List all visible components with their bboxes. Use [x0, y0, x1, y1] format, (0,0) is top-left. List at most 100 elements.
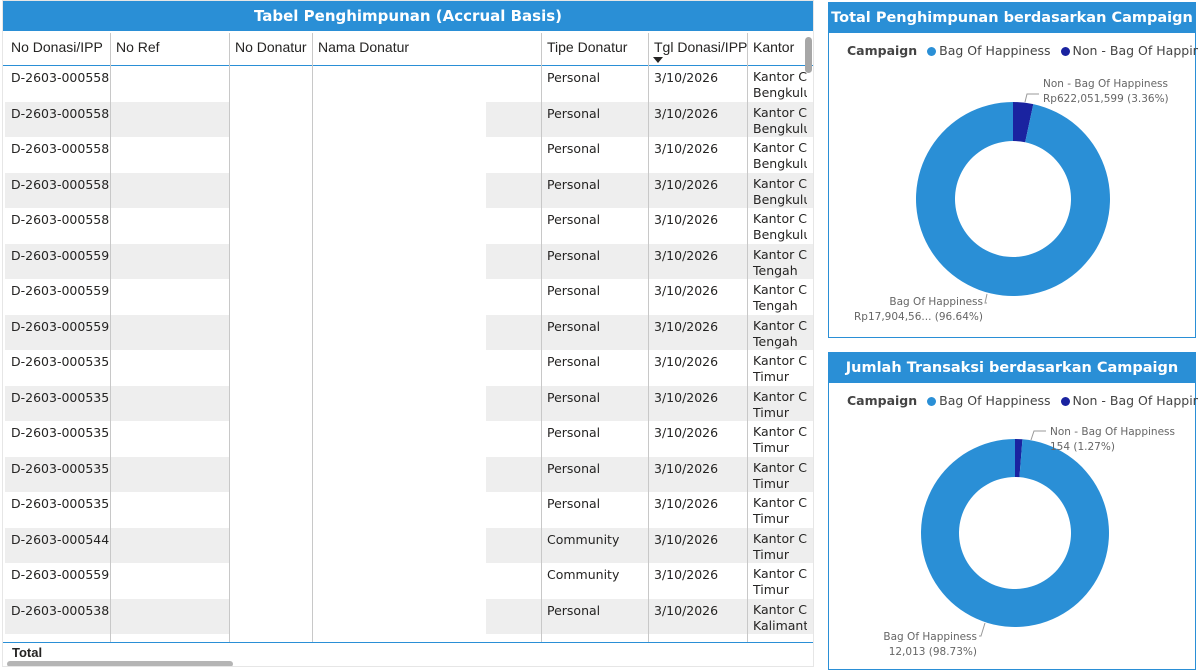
table-row[interactable]: D-2603-0005585 Personal 3/10/2026 Kantor Ca…: [3, 137, 813, 173]
table-row[interactable]: D-2603-0005583 Personal 3/10/2026 Kantor Ca…: [3, 208, 813, 244]
legend-item-non-bag-of-happiness[interactable]: Non - Bag Of Happiness: [1060, 43, 1198, 58]
table-row[interactable]: D-2603-0005590 Community 3/10/2026 Kantor C…: [3, 563, 813, 599]
cell-tgl-donasi: 3/10/2026: [654, 531, 719, 547]
donut-slice-non-bag-of-happiness[interactable]: [1015, 439, 1023, 478]
cell-tgl-donasi: 3/10/2026: [654, 425, 719, 440]
sort-descending-icon[interactable]: [653, 57, 663, 63]
donut-plot: Non - Bag Of Happiness Rp622,051,599 (3.…: [854, 78, 1169, 323]
kantor-line-2: Bengkulu: [753, 120, 807, 136]
cell-kantor: Kantor CaTengah: [747, 279, 807, 315]
table-row[interactable]: D-2603-0005356 Personal 3/10/2026 Kantor Ca…: [3, 350, 813, 386]
donut-plot: Non - Bag Of Happiness 154 (1.27%) Bag O…: [883, 426, 1175, 658]
cell-tgl-donasi: 3/10/2026: [654, 389, 719, 405]
legend-item-bag-of-happiness[interactable]: Bag Of Happiness: [927, 43, 1051, 58]
cell-tipe-donatur: Personal: [547, 283, 601, 298]
kantor-line-1: Kantor Ca: [753, 495, 807, 510]
table-header: No Donasi/IPP No Ref No Donatur Nama Don…: [3, 33, 813, 66]
donut-chart-jumlah-transaksi[interactable]: Jumlah Transaksi berdasarkan Campaign Ca…: [828, 352, 1198, 670]
leader-line: [1030, 430, 1046, 441]
kantor-line-2: Tengah: [753, 298, 798, 313]
cell-kantor: Kantor CaTimur: [747, 457, 807, 493]
cell-tgl-donasi: 3/10/2026: [654, 247, 719, 263]
cell-tipe-donatur: Personal: [547, 602, 601, 618]
column-header-nama-donatur[interactable]: Nama Donatur: [318, 39, 410, 55]
kantor-line-1: Kantor Ca: [753, 424, 807, 439]
table-row[interactable]: D-2603-0005449 Community 3/10/2026 Kantor C…: [3, 527, 813, 564]
table-row[interactable]: D-2603-0005596 Personal 3/10/2026 Kantor Ca…: [3, 314, 813, 351]
cell-tgl-donasi: 3/10/2026: [654, 318, 719, 334]
column-header-no-donatur[interactable]: No Donatur: [235, 39, 307, 55]
table-row[interactable]: D-2603-0005592 Personal 3/10/2026 Kantor Ca…: [3, 243, 813, 279]
column-divider: [312, 33, 313, 658]
vertical-scrollbar[interactable]: [805, 37, 812, 73]
table-row[interactable]: D-2603-0005582 Personal 3/10/2026 Kantor Ca…: [3, 172, 813, 208]
data-label-value: Rp17,904,56... (96.64%): [854, 311, 983, 323]
table-row[interactable]: D-2603-0005356 Personal 3/10/2026 Kantor Ca…: [3, 385, 813, 422]
cell-tipe-donatur: Personal: [547, 247, 601, 263]
cell-tgl-donasi: 3/10/2026: [654, 70, 719, 85]
table-row[interactable]: D-2603-0005357 Personal 3/10/2026 Kantor Ca…: [3, 421, 813, 457]
kantor-line-2: Tengah: [753, 262, 798, 278]
table-row[interactable]: D-2603-0005585 Personal 3/10/2026 Kantor Ca…: [3, 101, 813, 137]
table-row[interactable]: D-2603-0005358 Personal 3/10/2026 Kantor Ca…: [3, 456, 813, 493]
table-row[interactable]: D-2603-0005383 Personal 3/10/2026 Kantor Ca…: [3, 598, 813, 634]
kantor-line-2: Kalimanta: [753, 617, 807, 633]
row-shade: [486, 385, 813, 421]
kantor-line-1: Kantor Ca: [753, 459, 807, 475]
kantor-line-2: Bengkulu: [753, 85, 807, 100]
cell-no-donasi: D-2603-0005592: [11, 247, 111, 263]
data-label-value: Rp622,051,599 (3.36%): [1043, 93, 1169, 105]
cell-no-donasi: D-2603-0005583: [11, 212, 111, 227]
cell-no-donasi: D-2603-0005585: [11, 105, 111, 121]
column-divider: [648, 33, 649, 658]
legend-item-non-bag-of-happiness[interactable]: Non - Bag Of Happiness: [1060, 393, 1198, 408]
row-shade: [5, 101, 230, 137]
leader-line: [979, 622, 986, 637]
cell-kantor: Kantor CaBengkulu: [747, 66, 807, 102]
cell-tipe-donatur: Personal: [547, 460, 601, 476]
table-row[interactable]: D-2603-0005358 Personal 3/10/2026 Kantor Ca…: [3, 492, 813, 528]
kantor-line-1: Kantor Ca: [753, 530, 807, 546]
legend-dot-icon: [927, 397, 937, 406]
donut-slice-non-bag-of-happiness[interactable]: [1013, 102, 1034, 143]
cell-kantor: Kantor CaTimur: [747, 528, 807, 564]
cell-no-donasi: D-2603-0005582: [11, 176, 111, 192]
kantor-line-1: Kantor Ca: [753, 566, 807, 581]
chart-title: Jumlah Transaksi berdasarkan Campaign: [829, 353, 1195, 383]
donut-slice-bag-of-happiness[interactable]: [920, 438, 1109, 627]
legend-item-bag-of-happiness[interactable]: Bag Of Happiness: [927, 393, 1051, 408]
cell-tipe-donatur: Personal: [547, 389, 601, 405]
donut-slice-bag-of-happiness[interactable]: [916, 102, 1110, 297]
cell-tipe-donatur: Personal: [547, 105, 601, 121]
table-row[interactable]: D-2603-0005581 Personal 3/10/2026 Kantor Ca…: [3, 66, 813, 102]
cell-tipe-donatur: Personal: [547, 318, 601, 334]
cell-kantor: Kantor CaTimur: [747, 386, 807, 422]
table-row[interactable]: D-2603-0005593 Personal 3/10/2026 Kantor Ca…: [3, 279, 813, 315]
cell-tipe-donatur: Personal: [547, 176, 601, 192]
column-header-no-ref[interactable]: No Ref: [116, 39, 160, 55]
chart-legend: Campaign Bag Of Happiness Non - Bag Of H…: [847, 43, 1198, 58]
cell-tgl-donasi: 3/10/2026: [654, 496, 719, 511]
table-visual[interactable]: Tabel Penghimpunan (Accrual Basis) No Do…: [2, 0, 814, 667]
column-header-no-donasi[interactable]: No Donasi/IPP: [11, 39, 103, 55]
donut-chart-total-penghimpunan[interactable]: Total Penghimpunan berdasarkan Campaign …: [828, 2, 1198, 338]
legend-label: Bag Of Happiness: [939, 393, 1051, 408]
column-header-tgl-donasi[interactable]: Tgl Donasi/IPP: [654, 39, 748, 55]
column-header-kantor[interactable]: Kantor: [753, 39, 795, 55]
cell-no-donasi: D-2603-0005593: [11, 283, 111, 298]
cell-tgl-donasi: 3/10/2026: [654, 602, 719, 618]
cell-tgl-donasi: 3/10/2026: [654, 460, 719, 476]
row-shade: [486, 101, 813, 137]
kantor-line-2: Bengkulu: [753, 156, 807, 171]
data-label-name: Non - Bag Of Happiness: [1050, 426, 1175, 438]
cell-tgl-donasi: 3/10/2026: [654, 567, 719, 582]
column-header-tipe-donatur[interactable]: Tipe Donatur: [547, 39, 628, 55]
horizontal-scrollbar[interactable]: [7, 661, 233, 666]
cell-kantor: Kantor CaTimur: [747, 421, 807, 457]
kantor-line-2: Timur: [753, 582, 789, 597]
data-label-name: Bag Of Happiness: [889, 296, 983, 308]
kantor-line-1: Kantor Ca: [753, 282, 807, 297]
chart-title: Total Penghimpunan berdasarkan Campaign: [829, 3, 1195, 33]
cell-kantor: Kantor CaTengah: [747, 315, 807, 351]
column-divider: [110, 33, 111, 658]
